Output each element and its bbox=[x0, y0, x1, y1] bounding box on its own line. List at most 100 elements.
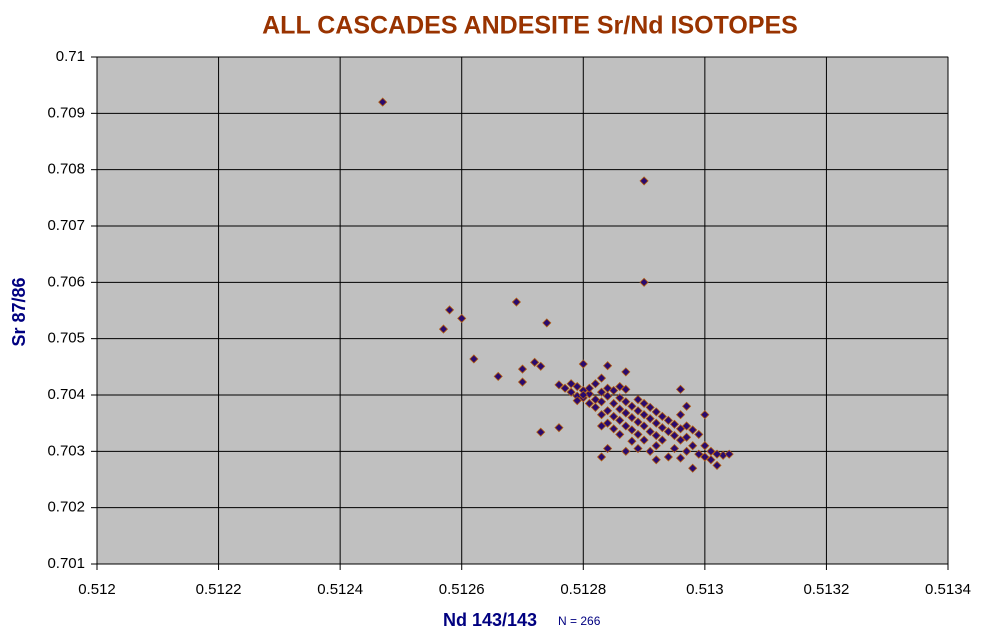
point bbox=[542, 318, 552, 328]
x-tick-label: 0.5128 bbox=[560, 581, 606, 598]
point bbox=[669, 430, 680, 441]
point bbox=[639, 277, 649, 287]
point bbox=[578, 359, 588, 369]
point bbox=[663, 427, 673, 437]
point bbox=[603, 406, 613, 416]
point bbox=[572, 381, 582, 392]
point bbox=[694, 429, 704, 439]
point bbox=[615, 415, 625, 425]
point bbox=[469, 354, 479, 364]
point bbox=[615, 393, 625, 403]
point bbox=[603, 361, 613, 371]
x-axis-label: Nd 143/143 bbox=[443, 610, 537, 630]
point bbox=[596, 387, 607, 397]
x-tick-label: 0.5124 bbox=[317, 581, 363, 598]
x-tick-label: 0.5134 bbox=[925, 581, 971, 598]
point bbox=[584, 389, 594, 399]
point bbox=[627, 412, 637, 423]
point bbox=[675, 410, 686, 420]
point bbox=[645, 402, 655, 412]
point bbox=[627, 436, 637, 446]
point bbox=[609, 385, 619, 396]
point bbox=[584, 398, 594, 409]
point bbox=[596, 410, 607, 420]
point bbox=[615, 404, 625, 414]
point bbox=[639, 421, 649, 431]
point bbox=[682, 446, 692, 456]
point bbox=[554, 380, 564, 390]
x-tick-label: 0.5126 bbox=[439, 581, 485, 598]
point bbox=[536, 361, 546, 371]
point bbox=[657, 435, 667, 445]
point bbox=[633, 394, 643, 405]
point bbox=[627, 401, 637, 411]
point bbox=[511, 297, 521, 307]
point bbox=[566, 387, 576, 397]
point bbox=[517, 377, 528, 387]
point bbox=[651, 418, 661, 428]
point bbox=[621, 397, 631, 407]
point bbox=[493, 371, 503, 381]
point bbox=[633, 429, 643, 439]
point bbox=[590, 379, 601, 389]
point bbox=[651, 407, 661, 417]
y-tick-label: 0.71 bbox=[56, 48, 85, 65]
point bbox=[682, 421, 692, 431]
point bbox=[669, 419, 680, 429]
point bbox=[639, 398, 649, 409]
point bbox=[596, 421, 607, 431]
point bbox=[621, 367, 631, 377]
point bbox=[700, 452, 710, 462]
point bbox=[633, 406, 643, 416]
y-axis-label: Sr 87/86 bbox=[9, 277, 29, 346]
point bbox=[627, 425, 637, 435]
point bbox=[590, 402, 601, 412]
point bbox=[675, 435, 686, 445]
y-tick-label: 0.707 bbox=[47, 217, 85, 234]
point bbox=[639, 410, 649, 420]
x-tick-label: 0.512 bbox=[78, 581, 116, 598]
y-tick-label: 0.706 bbox=[47, 273, 85, 290]
point bbox=[603, 391, 613, 401]
point bbox=[688, 441, 698, 451]
y-tick-label: 0.703 bbox=[47, 442, 85, 459]
point bbox=[688, 463, 698, 473]
point bbox=[615, 381, 625, 392]
point bbox=[694, 449, 704, 459]
y-tick-label: 0.705 bbox=[47, 330, 85, 347]
point bbox=[675, 384, 686, 394]
point bbox=[700, 441, 710, 451]
y-tick-label: 0.704 bbox=[47, 386, 85, 403]
point bbox=[639, 176, 649, 186]
point bbox=[682, 401, 692, 411]
point bbox=[596, 452, 607, 462]
point bbox=[639, 435, 649, 445]
point bbox=[378, 97, 388, 107]
point bbox=[669, 443, 680, 454]
point bbox=[621, 446, 631, 456]
point bbox=[584, 383, 594, 393]
y-tick-label: 0.702 bbox=[47, 499, 85, 516]
point bbox=[700, 410, 710, 420]
point bbox=[663, 415, 673, 425]
point bbox=[603, 418, 613, 428]
point bbox=[645, 427, 655, 437]
point bbox=[621, 421, 631, 431]
point bbox=[603, 443, 613, 454]
point bbox=[712, 460, 722, 470]
point bbox=[675, 424, 686, 434]
point bbox=[633, 443, 643, 454]
point bbox=[682, 432, 692, 442]
point bbox=[444, 305, 455, 315]
point bbox=[688, 425, 698, 435]
y-tick-label: 0.701 bbox=[47, 555, 85, 572]
point bbox=[438, 324, 449, 334]
point bbox=[724, 449, 734, 459]
point bbox=[675, 453, 686, 463]
plot-area bbox=[96, 56, 949, 565]
point bbox=[517, 364, 528, 374]
chart-title: ALL CASCADES ANDESITE Sr/Nd ISOTOPES bbox=[262, 12, 798, 40]
x-tick-label: 0.513 bbox=[686, 581, 724, 598]
point bbox=[596, 373, 607, 383]
